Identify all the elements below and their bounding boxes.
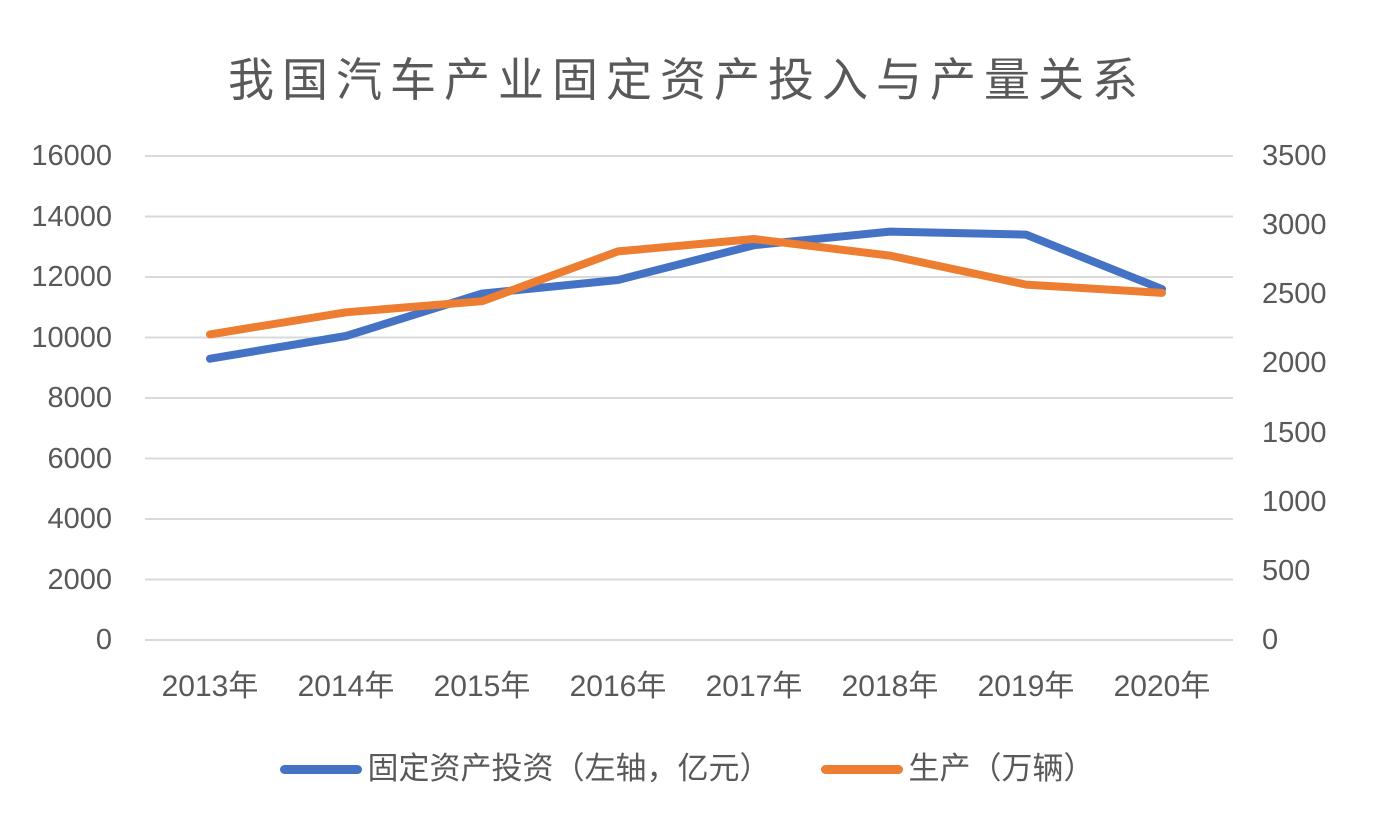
left-axis-tick: 16000 [31,140,112,172]
x-axis-label: 2017年 [705,670,803,703]
right-axis-tick: 3000 [1262,209,1327,242]
left-axis-tick: 14000 [31,200,112,233]
right-axis-tick: 1000 [1262,485,1327,518]
right-axis-tick: 500 [1262,554,1311,587]
legend-item-0: 固定资产投资（左轴，亿元） [279,751,771,786]
right-axis-tick: 0 [1262,624,1279,656]
x-axis-label: 2013年 [161,670,259,703]
x-axis-label: 2015年 [433,670,531,703]
legend-label: 生产（万辆） [908,751,1095,786]
left-axis-tick: 6000 [47,442,112,475]
left-axis-tick: 10000 [31,321,112,354]
series-line-0 [206,227,1166,363]
legend: 固定资产投资（左轴，亿元） 生产（万辆） [0,752,1374,786]
x-axis-label: 2014年 [297,670,395,703]
legend-item-1: 生产（万辆） [820,751,1095,786]
left-axis-tick: 2000 [47,563,112,596]
left-axis-tick: 8000 [47,382,112,414]
left-axis-tick: 4000 [47,503,112,535]
x-axis-label: 2016年 [569,670,667,703]
right-axis-tick: 3500 [1262,140,1327,172]
legend-line-swatch [820,764,903,774]
x-axis-label: 2019年 [977,670,1075,703]
legend-label: 固定资产投资（左轴，亿元） [367,751,771,786]
x-axis-label: 2020年 [1113,670,1211,703]
right-axis-tick: 2000 [1262,347,1327,380]
chart-title: 我国汽车产业固定资产投入与产量关系 [228,54,1146,106]
series-line-1 [206,235,1166,339]
right-axis-tick: 2500 [1262,278,1327,311]
left-axis-tick: 0 [95,624,112,656]
left-axis-tick: 12000 [31,261,112,293]
legend-line-swatch [279,764,362,774]
right-axis-tick: 1500 [1262,416,1327,449]
x-axis-label: 2018年 [841,670,939,703]
